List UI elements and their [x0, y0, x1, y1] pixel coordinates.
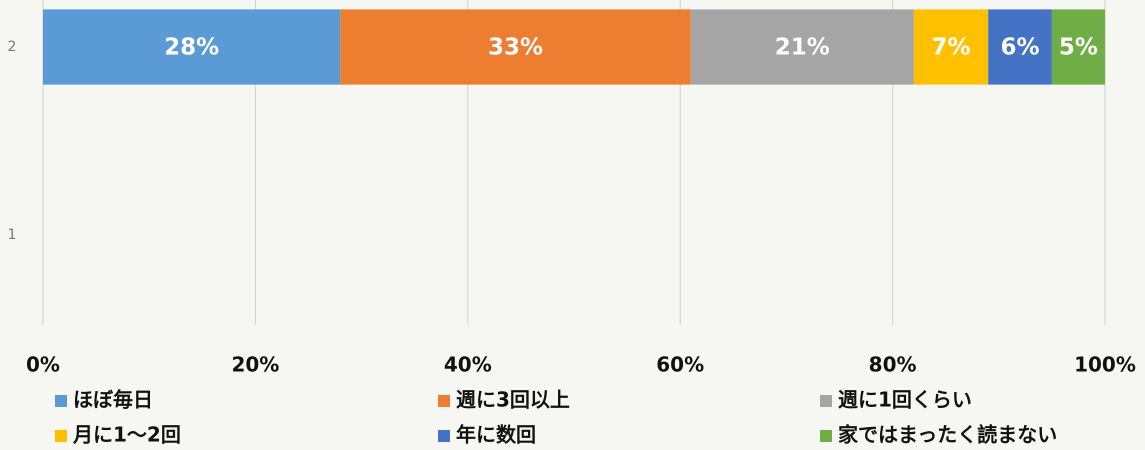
x-tick-label: 0%: [26, 353, 60, 377]
data-label: 5%: [1059, 35, 1098, 61]
legend-swatch: [820, 395, 832, 407]
legend-swatch: [55, 395, 67, 407]
y-tick-label: 1: [8, 227, 17, 243]
x-tick-label: 40%: [444, 353, 492, 377]
legend-swatch: [438, 430, 450, 442]
data-label: 7%: [931, 35, 970, 61]
x-tick-label: 60%: [656, 353, 704, 377]
legend-swatch: [55, 430, 67, 442]
bar-segment: [988, 9, 1052, 85]
x-tick-label: 20%: [231, 353, 279, 377]
bar-segment: [690, 9, 914, 85]
bar-segment: [340, 9, 691, 85]
data-label: 6%: [1001, 35, 1040, 61]
data-label: 33%: [488, 35, 543, 61]
bar-segment: [43, 9, 341, 85]
legend-label: 月に1〜2回: [72, 423, 181, 447]
bar-segment: [1051, 9, 1105, 85]
legend-label: 週に3回以上: [456, 388, 570, 412]
legend-label: ほぼ毎日: [73, 388, 153, 412]
data-label: 28%: [164, 35, 219, 61]
legend-swatch: [820, 430, 832, 442]
y-tick-label: 2: [8, 39, 17, 55]
data-label: 21%: [775, 35, 830, 61]
legend-label: 年に数回: [456, 423, 536, 447]
bar-segment: [913, 9, 989, 85]
legend-swatch: [438, 395, 450, 407]
x-tick-label: 100%: [1074, 353, 1136, 377]
x-tick-label: 80%: [869, 353, 917, 377]
legend-label: 家ではまったく読まない: [838, 423, 1057, 447]
legend-label: 週に1回くらい: [838, 388, 972, 412]
